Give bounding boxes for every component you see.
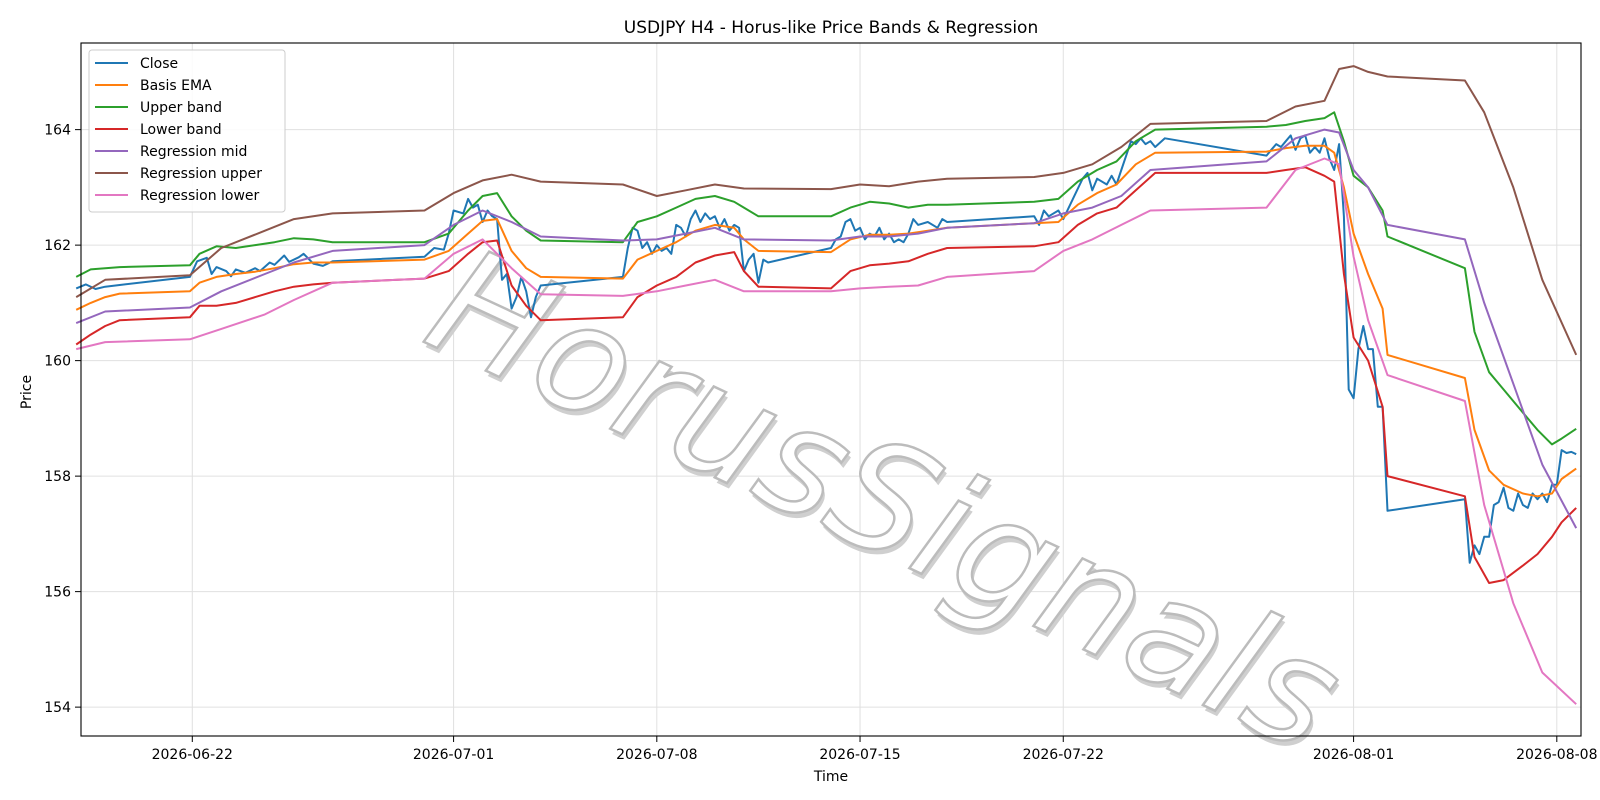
y-axis-title: Price: [19, 375, 35, 409]
series-lines: [75, 65, 1578, 705]
legend-label: Lower band: [140, 122, 222, 138]
legend-label: Close: [140, 56, 178, 72]
series-line-upper-band: [75, 111, 1577, 446]
plot-frame: [80, 42, 1582, 737]
x-axis-ticks: 2026-06-22 2026-07-01 2026-07-08 2026-07-15…: [152, 736, 1597, 763]
legend-label: Regression upper: [140, 166, 262, 182]
grid: [81, 43, 1581, 736]
x-tick-label: 2026-06-22: [152, 747, 233, 763]
chart-title: USDJPY H4 - Horus-like Price Bands & Reg…: [624, 18, 1038, 38]
series-line-lower-band: [75, 166, 1577, 584]
y-tick-label: 162: [44, 238, 71, 254]
x-axis-title: Time: [813, 769, 848, 785]
series-line-regression-lower: [75, 157, 1577, 705]
legend-label: Regression lower: [140, 188, 260, 204]
series-line-regression-mid: [75, 128, 1578, 529]
series-line-regression-upper: [75, 65, 1578, 356]
x-tick-label: 2026-07-01: [413, 747, 494, 763]
series-line-basis-ema: [75, 144, 1577, 498]
legend-label: Regression mid: [140, 144, 247, 160]
y-axis-ticks: 154 156 158 160 162 164: [44, 123, 81, 716]
legend-box: [88, 49, 286, 213]
legend-label: Basis EMA: [140, 78, 212, 94]
x-tick-label: 2026-07-15: [819, 747, 900, 763]
y-tick-label: 154: [44, 700, 71, 716]
y-tick-label: 156: [44, 585, 71, 601]
x-tick-label: 2026-08-01: [1313, 747, 1394, 763]
x-tick-label: 2026-07-22: [1023, 747, 1104, 763]
y-tick-label: 158: [44, 469, 71, 485]
x-tick-label: 2026-07-08: [616, 747, 697, 763]
y-tick-label: 164: [44, 123, 71, 139]
y-tick-label: 160: [44, 354, 71, 370]
legend: Close Basis EMA Upper band Lower band Regres…: [88, 49, 286, 213]
x-tick-label: 2026-08-08: [1516, 747, 1597, 763]
legend-label: Upper band: [140, 100, 222, 116]
